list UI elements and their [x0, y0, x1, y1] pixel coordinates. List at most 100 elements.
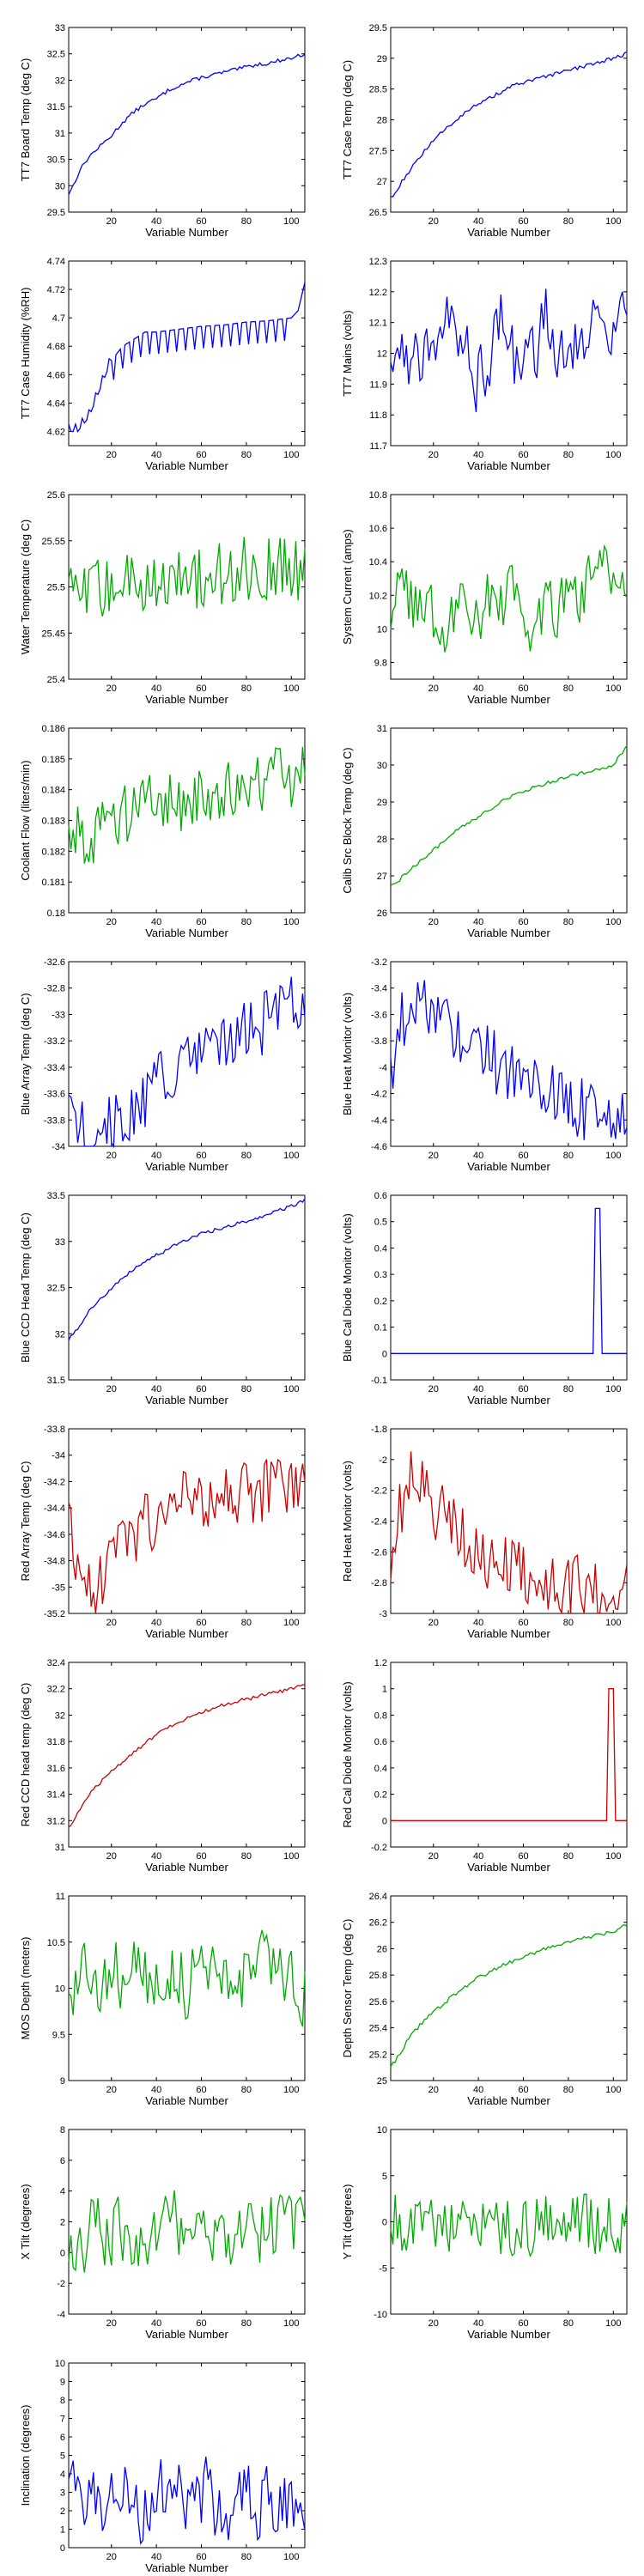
x-tick-label: 100: [283, 917, 299, 927]
y-tick-label: 0.186: [41, 724, 65, 734]
x-axis-label: Variable Number: [467, 226, 550, 239]
y-tick-label: 4.72: [47, 285, 65, 295]
chart-panel-12: 20 40 60 80 100 -0.1 0 0.1 0.2 0.3 0.4 0.5 0.6 Variab…: [341, 1191, 628, 1406]
y-tick-label: 26: [377, 908, 387, 919]
plot-frame: [68, 27, 306, 213]
x-tick-label: 60: [518, 1384, 528, 1394]
y-axis-label: Blue Heat Monitor (volts): [341, 993, 354, 1115]
chart-panel-14: 20 40 60 80 100 -3 -2.8 -2.6 -2.4 -2.2 -2 -1.8 Varia…: [341, 1425, 628, 1640]
y-tick-label: -32.8: [44, 984, 65, 994]
chart-panel-8: 20 40 60 80 100 26 27 28 29 30 31 Variable Number Ca…: [341, 724, 628, 939]
y-tick-label: 32: [55, 1329, 65, 1340]
y-tick-label: 12.1: [369, 319, 387, 329]
x-tick-label: 100: [283, 2552, 299, 2562]
x-tick-label: 80: [241, 216, 252, 227]
x-tick-label: 60: [196, 2552, 206, 2562]
x-axis-label: Variable Number: [145, 1627, 228, 1640]
y-tick-label: 0.3: [374, 1270, 387, 1280]
x-tick-label: 100: [605, 1851, 621, 1862]
x-tick-label: 60: [518, 450, 528, 460]
plot-frame: [68, 2362, 306, 2549]
x-tick-label: 100: [283, 2085, 299, 2095]
y-tick-label: 1: [382, 1685, 387, 1695]
y-tick-label: -3: [379, 1609, 387, 1619]
y-tick-label: -0.2: [371, 1843, 387, 1853]
y-tick-label: 12.3: [369, 257, 387, 267]
y-tick-label: 10.5: [47, 1938, 65, 1948]
x-axis-label: Variable Number: [145, 2328, 228, 2341]
y-axis-label: Water Temperature (deg C): [19, 519, 32, 655]
y-tick-label: -2.6: [371, 1547, 387, 1558]
x-tick-label: 100: [283, 2318, 299, 2329]
x-tick-label: 60: [196, 1384, 206, 1394]
y-tick-label: 0: [382, 1816, 387, 1826]
x-tick-label: 80: [241, 2552, 252, 2562]
y-tick-label: 10.8: [369, 490, 387, 501]
y-tick-label: 10: [55, 1984, 65, 1995]
x-tick-label: 20: [428, 917, 439, 927]
y-tick-label: 26.4: [369, 1892, 387, 1902]
y-axis-label: Red Array Temp (deg C): [19, 1461, 32, 1582]
y-tick-label: -10: [374, 2310, 387, 2320]
chart-panel-6: 20 40 60 80 100 9.8 10 10.2 10.4 10.6 10.8 Variable…: [341, 490, 628, 706]
y-tick-label: 0: [60, 2248, 65, 2258]
y-tick-label: 9: [60, 2076, 65, 2087]
chart-panel-19: 20 40 60 80 100 -4 -2 0 2 4 6 8 Variable Number X Til…: [19, 2125, 306, 2341]
y-tick-label: 30: [377, 761, 387, 771]
plot-frame: [68, 727, 306, 914]
y-tick-label: 4.64: [47, 398, 65, 409]
x-tick-label: 40: [151, 2318, 161, 2329]
x-axis-label: Variable Number: [467, 2094, 550, 2107]
y-tick-label: 10.2: [369, 591, 387, 601]
y-tick-label: 0.2: [374, 1297, 387, 1307]
y-tick-label: 32.5: [47, 1284, 65, 1294]
x-tick-label: 40: [151, 450, 161, 460]
y-axis-label: Red Cal Diode Monitor (volts): [341, 1681, 354, 1828]
y-tick-label: 25: [377, 2076, 387, 2087]
x-tick-label: 100: [283, 683, 299, 694]
series-line: [68, 53, 306, 195]
x-tick-label: 40: [151, 216, 161, 227]
y-tick-label: 0: [382, 1349, 387, 1359]
x-tick-label: 60: [518, 1618, 528, 1628]
x-tick-label: 40: [473, 917, 483, 927]
y-tick-label: 25.6: [369, 1997, 387, 2008]
y-tick-label: 25.4: [369, 2024, 387, 2034]
x-tick-label: 40: [151, 1384, 161, 1394]
chart-panel-16: 20 40 60 80 100 -0.2 0 0.2 0.4 0.6 0.8 1 1.2 Variable…: [341, 1658, 628, 1874]
x-tick-label: 20: [106, 683, 117, 694]
y-tick-label: 6: [60, 2156, 65, 2166]
y-tick-label: -5: [379, 2263, 387, 2274]
x-tick-label: 100: [605, 1384, 621, 1394]
y-tick-label: 25.6: [47, 490, 65, 501]
x-tick-label: 40: [473, 683, 483, 694]
x-axis-label: Variable Number: [145, 1394, 228, 1406]
y-tick-label: -34.8: [44, 1557, 65, 1567]
series-line: [68, 2457, 306, 2545]
x-tick-label: 40: [151, 917, 161, 927]
plot-frame: [390, 27, 628, 213]
series-line: [68, 1198, 306, 1340]
y-tick-label: 4.68: [47, 342, 65, 352]
y-tick-label: 9.8: [374, 658, 387, 668]
y-tick-label: 0.185: [41, 755, 65, 765]
y-tick-label: 33.5: [47, 1191, 65, 1201]
x-tick-label: 80: [241, 917, 252, 927]
x-tick-label: 100: [605, 216, 621, 227]
x-tick-label: 20: [106, 1384, 117, 1394]
x-tick-label: 20: [428, 1384, 439, 1394]
y-tick-label: 33: [55, 23, 65, 33]
y-tick-label: 25.2: [369, 2050, 387, 2060]
y-tick-label: 10: [377, 2125, 387, 2136]
y-tick-label: 6: [60, 2433, 65, 2443]
x-tick-label: 100: [605, 2318, 621, 2329]
y-tick-label: 2: [60, 2506, 65, 2517]
x-axis-label: Variable Number: [145, 693, 228, 706]
plot-frame: [68, 260, 306, 447]
y-tick-label: -4.2: [371, 1090, 387, 1100]
x-tick-label: 20: [106, 2552, 117, 2562]
x-tick-label: 20: [428, 2318, 439, 2329]
x-tick-label: 100: [283, 1151, 299, 1161]
y-tick-label: 27.5: [369, 146, 387, 156]
series-line: [390, 744, 628, 886]
